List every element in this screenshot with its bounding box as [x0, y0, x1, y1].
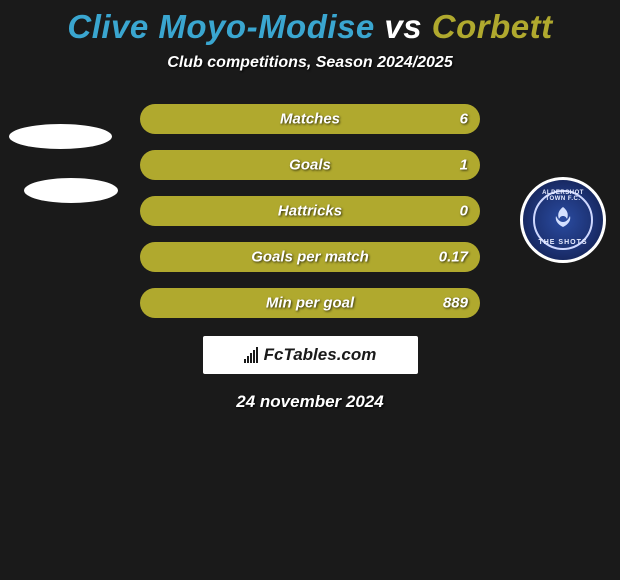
stat-value-right: 6 [460, 111, 468, 128]
stat-value-right: 1 [460, 157, 468, 174]
stat-bar: Goals 1 [140, 150, 480, 180]
title-vs: vs [375, 8, 432, 45]
comparison-card: Clive Moyo-Modise vs Corbett Club compet… [0, 0, 620, 445]
stat-row: Goals per match 0.17 [0, 242, 620, 272]
stat-value-right: 0 [460, 203, 468, 220]
stat-row: Goals 1 [0, 150, 620, 180]
stat-row: Hattricks 0 [0, 196, 620, 226]
stat-bar: Min per goal 889 [140, 288, 480, 318]
stat-bar: Hattricks 0 [140, 196, 480, 226]
stat-label: Min per goal [266, 295, 354, 312]
date-text: 24 november 2024 [0, 392, 620, 412]
title-player2: Corbett [432, 8, 553, 45]
title-player1: Clive Moyo-Modise [67, 8, 374, 45]
stat-bar: Matches 6 [140, 104, 480, 134]
brand-text: FcTables.com [264, 345, 377, 365]
stat-value-right: 889 [443, 295, 468, 312]
brand-box[interactable]: FcTables.com [203, 336, 418, 374]
stat-label: Matches [280, 111, 340, 128]
page-title: Clive Moyo-Modise vs Corbett [0, 0, 620, 46]
stat-row: Matches 6 [0, 104, 620, 134]
stats-area: Matches 6 Goals 1 Hattricks 0 Goals per match 0… [0, 104, 620, 318]
stat-label: Hattricks [278, 203, 342, 220]
stat-label: Goals per match [251, 249, 369, 266]
stat-label: Goals [289, 157, 331, 174]
stat-value-right: 0.17 [439, 249, 468, 266]
stat-row: Min per goal 889 [0, 288, 620, 318]
bar-chart-icon [244, 347, 258, 363]
stat-bar: Goals per match 0.17 [140, 242, 480, 272]
subtitle: Club competitions, Season 2024/2025 [0, 54, 620, 72]
